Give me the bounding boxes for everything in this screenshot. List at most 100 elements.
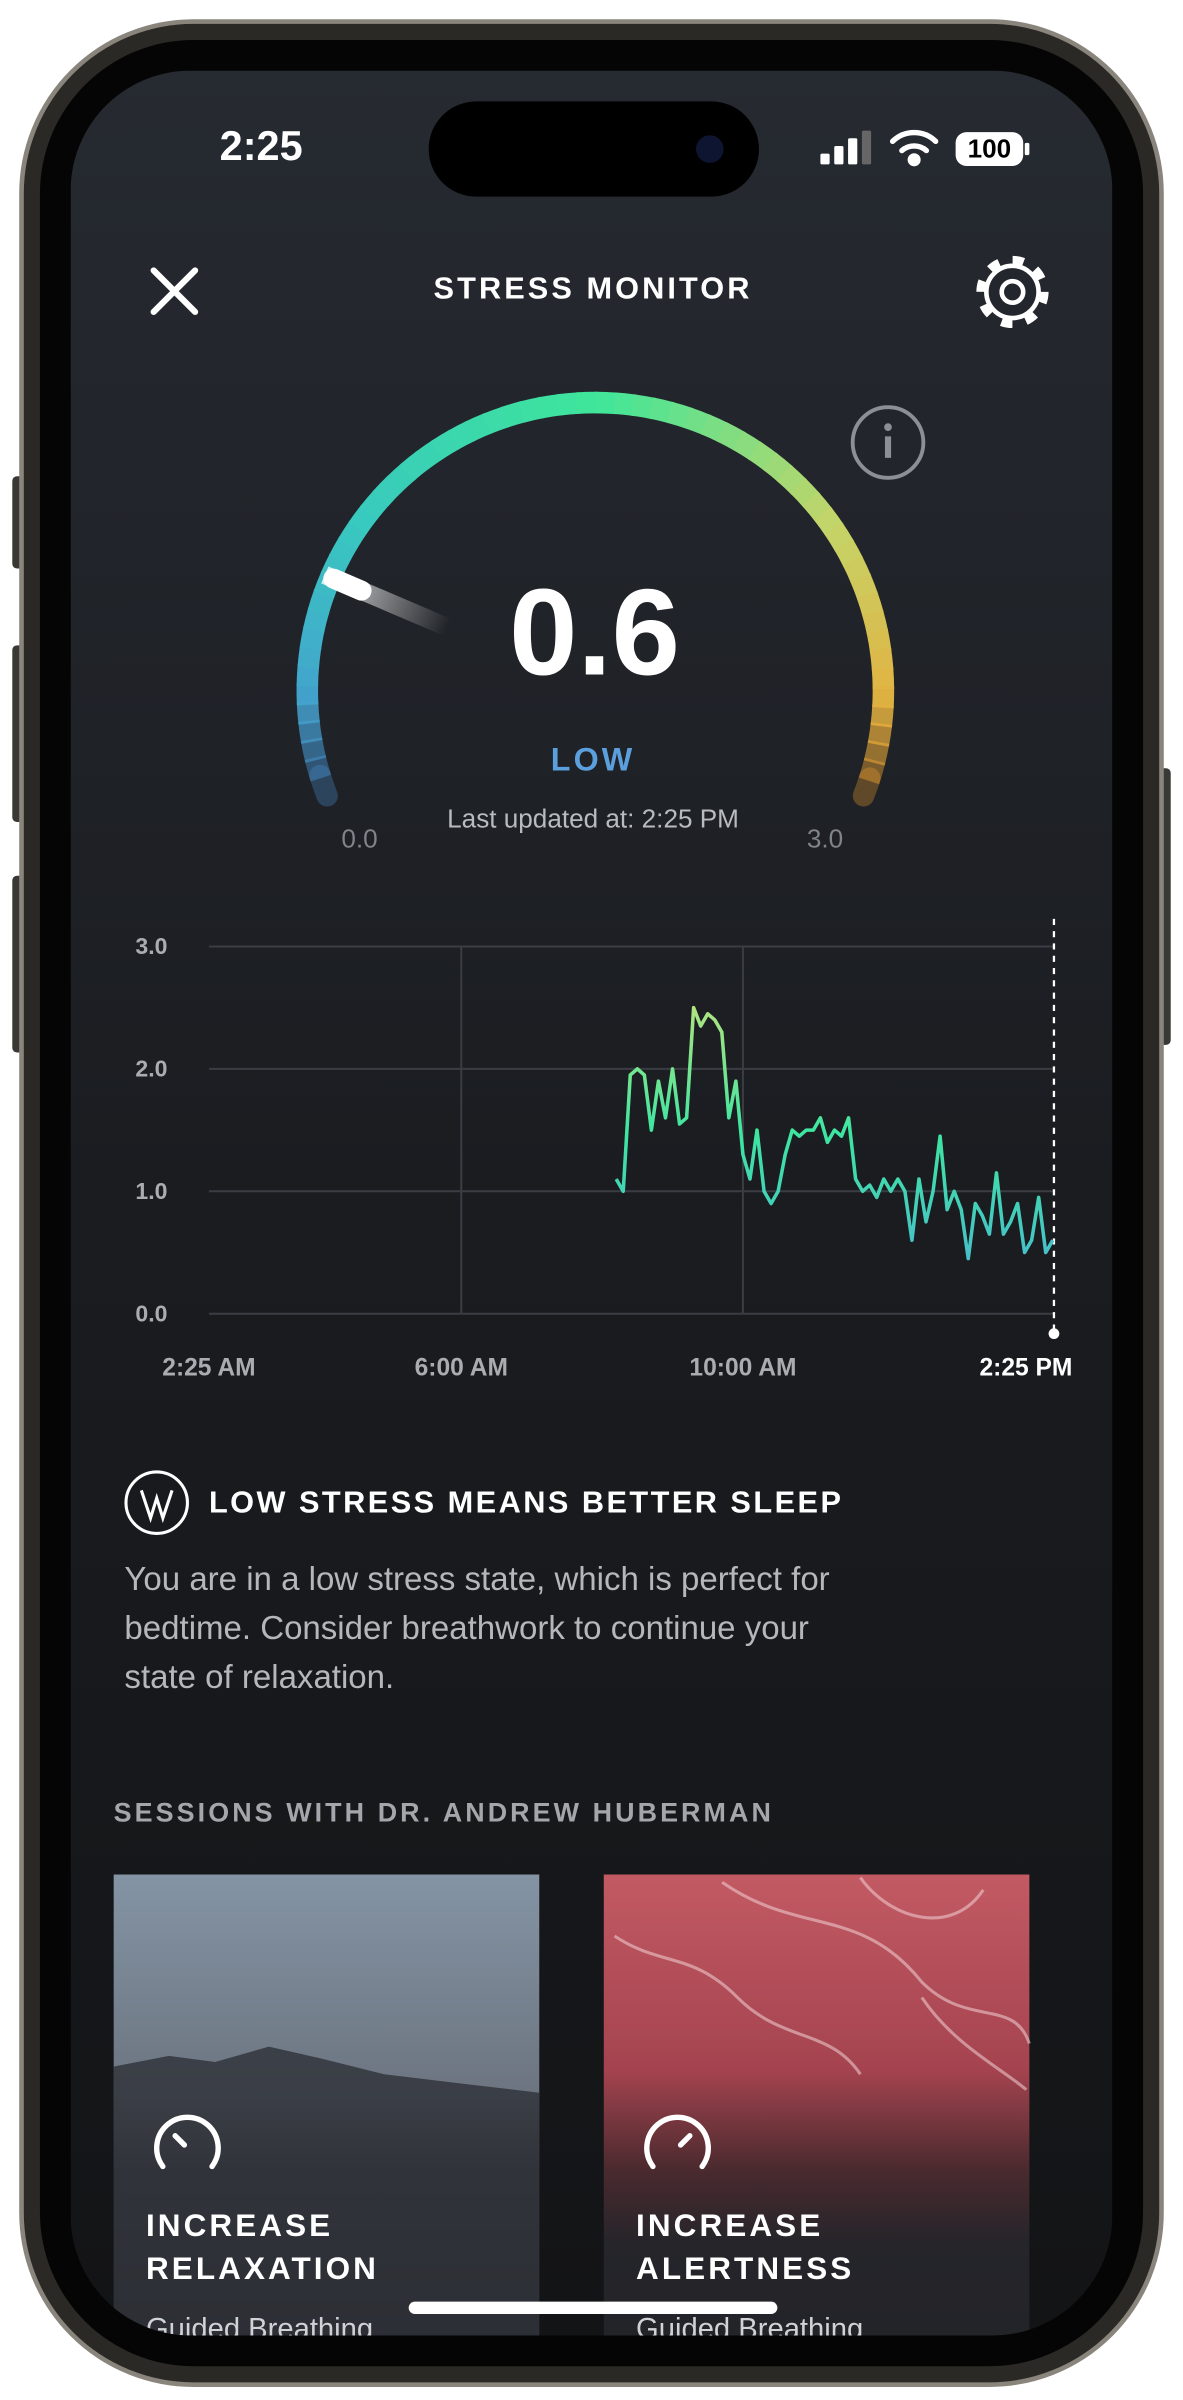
gauge-arc — [856, 591, 884, 619]
brand-icon — [124, 1470, 189, 1535]
gauge-arc — [385, 462, 417, 494]
settings-button[interactable] — [976, 255, 1049, 329]
info-button[interactable] — [850, 405, 926, 480]
gauge-arc — [518, 396, 545, 423]
gauge-arc — [862, 609, 889, 636]
gauge-arc — [842, 555, 872, 585]
session-icon-needle — [172, 2133, 188, 2148]
session-title: ALERTNESS — [636, 2250, 854, 2286]
session-title: INCREASE — [146, 2207, 333, 2243]
gauge-arc — [297, 644, 322, 669]
gauge-arc — [328, 536, 359, 566]
gauge-arc — [359, 489, 391, 520]
session-title: INCREASE — [636, 2207, 823, 2243]
y-tick-label: 3.0 — [135, 933, 167, 959]
battery-level: 100 — [968, 133, 1012, 163]
gauge-arc — [482, 406, 510, 435]
gauge-arc — [858, 757, 886, 785]
gauge-arc — [348, 504, 379, 535]
y-tick-label: 0.0 — [135, 1300, 167, 1326]
gauge-arc — [372, 475, 403, 507]
x-tick-label: 2:25 PM — [979, 1355, 1072, 1382]
insight-line: state of relaxation. — [124, 1658, 394, 1695]
y-tick-label: 1.0 — [135, 1178, 167, 1204]
gauge-arc — [700, 414, 729, 443]
gauge-arc — [338, 519, 368, 550]
insight-title: LOW STRESS MEANS BETTER SLEEP — [209, 1484, 844, 1519]
camera — [695, 135, 724, 163]
session-subtitle: Guided Breathing — [146, 2314, 373, 2346]
gauge-arc — [631, 394, 656, 420]
sessions-heading: SESSIONS WITH DR. ANDREW HUBERMAN — [114, 1798, 774, 1828]
gauge-arc — [399, 450, 431, 481]
gauge-arc — [824, 522, 855, 552]
gauge-value: 0.6 — [509, 565, 680, 702]
stress-level: LOW — [551, 742, 635, 778]
gauge-arc — [863, 739, 890, 766]
insight-line: You are in a low stress state, which is … — [124, 1560, 829, 1597]
home-indicator — [408, 2301, 778, 2314]
battery-icon — [955, 132, 1024, 166]
session-icon — [644, 2114, 711, 2170]
gauge-arc — [299, 625, 325, 651]
signal-icon — [820, 130, 872, 165]
gauge-needle — [323, 568, 372, 601]
gauge-arc — [307, 588, 335, 616]
gauge-arc — [300, 737, 327, 763]
gauge-arc — [303, 606, 330, 633]
gauge-arc — [834, 538, 864, 568]
gauge-arc — [666, 401, 694, 429]
brand-glyph — [139, 1489, 174, 1524]
gauge-arc — [304, 754, 332, 782]
app: 2:25 100 STRESS MONITOR 0.6 LOW Last upd… — [70, 70, 1113, 2367]
gauge-arc — [595, 391, 618, 415]
gauge-arc — [869, 647, 894, 672]
gauge-arc — [866, 628, 892, 654]
gauge-arc — [716, 422, 746, 452]
stress-chart: 0.0 1.0 2.0 3.0 2:25 AM 6:00 AM 10:00 AM 2:25 P… — [135, 918, 1072, 1382]
gauge-arc — [748, 441, 779, 472]
last-updated: Last updated at: 2:25 PM — [447, 803, 739, 833]
y-tick-label: 2.0 — [135, 1056, 167, 1082]
insight-line: bedtime. Consider breathwork to continue… — [124, 1609, 809, 1646]
wifi-icon — [889, 129, 939, 167]
gauge-arc — [683, 407, 712, 436]
session-cards: INCREASE RELAXATION Guided Breathing INCREA… — [146, 2114, 863, 2346]
x-tick-label: 6:00 AM — [415, 1355, 508, 1382]
screen-title: STRESS MONITOR — [434, 271, 753, 306]
x-tick-label: 10:00 AM — [689, 1355, 796, 1382]
session-card[interactable] — [603, 1874, 1031, 2367]
gauge-arc — [447, 420, 477, 450]
gauge-min-label: 0.0 — [341, 823, 377, 853]
gauge-arc — [776, 464, 808, 496]
session-icon — [154, 2114, 221, 2170]
gauge-arc — [648, 397, 675, 424]
gauge-arc — [871, 666, 895, 690]
gauge-arc — [789, 477, 821, 509]
gauge-arc — [613, 392, 637, 417]
gauge-arc — [298, 719, 323, 744]
gauge-arc — [870, 704, 894, 728]
x-tick-label: 2:25 AM — [162, 1355, 255, 1382]
gauge-arc — [872, 686, 895, 709]
dynamic-island — [428, 101, 759, 197]
gauge-arc — [575, 391, 599, 414]
gauge-arc — [813, 506, 844, 537]
gauge-arc — [464, 413, 493, 442]
close-button[interactable] — [150, 267, 199, 315]
session-card[interactable] — [113, 1874, 540, 2367]
now-dot — [1048, 1328, 1060, 1340]
gauge-arc — [732, 431, 763, 461]
gauge-arc — [852, 767, 881, 807]
gauge-max-label: 3.0 — [807, 823, 843, 853]
gauge-arc — [414, 439, 445, 470]
gauge-arc — [430, 429, 461, 460]
session-icon-needle — [677, 2133, 693, 2148]
session-subtitle: Guided Breathing — [636, 2314, 863, 2346]
gauge-arc — [500, 401, 527, 428]
gauge-arc — [850, 573, 879, 601]
insight-body: You are in a low stress state, which is … — [124, 1560, 829, 1695]
status-time: 2:25 — [220, 122, 303, 169]
battery-tip — [1024, 142, 1030, 156]
